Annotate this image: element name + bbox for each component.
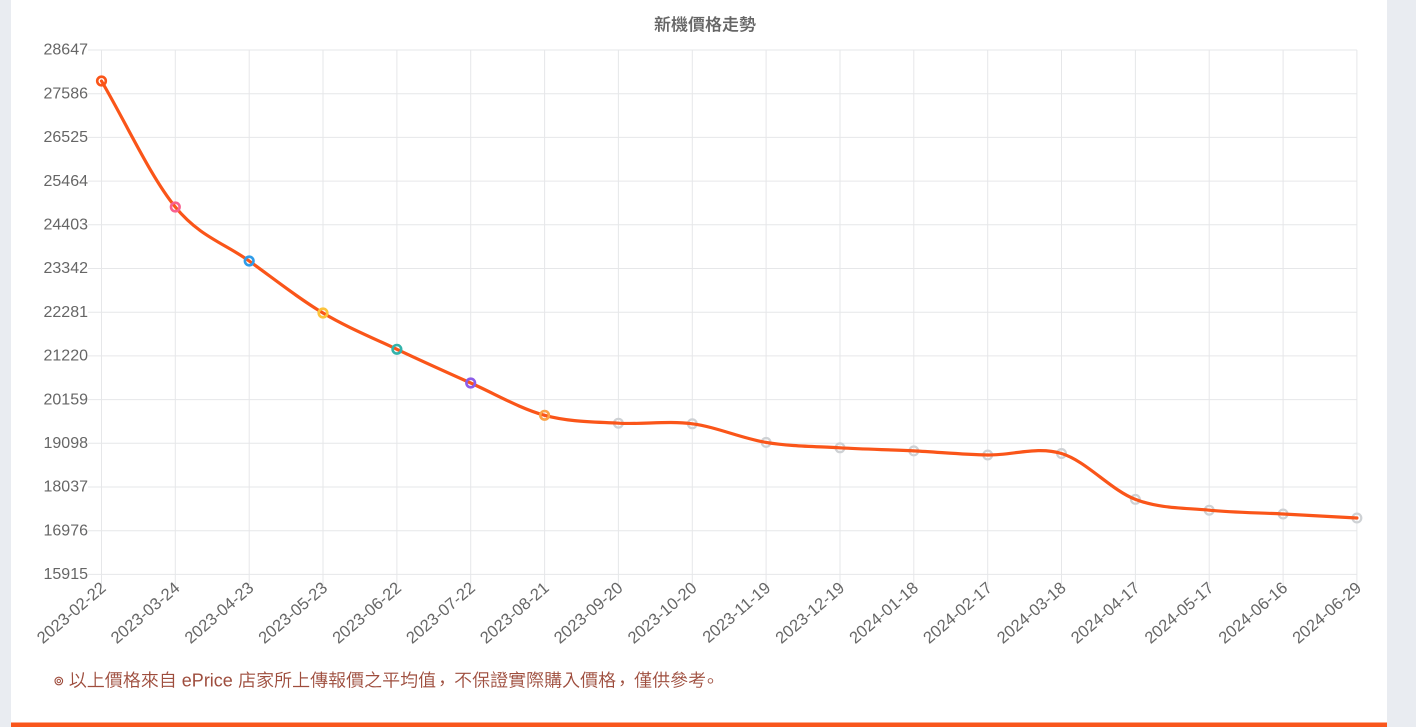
svg-text:23342: 23342 [44,260,89,277]
svg-text:27586: 27586 [44,85,89,102]
svg-text:21220: 21220 [44,348,89,365]
svg-text:20159: 20159 [44,391,89,408]
svg-text:25464: 25464 [44,173,89,190]
svg-text:18037: 18037 [44,479,89,496]
svg-text:19098: 19098 [44,435,89,452]
svg-text:22281: 22281 [44,304,89,321]
svg-text:28647: 28647 [44,42,89,59]
svg-text:ePrice: ePrice [182,671,233,691]
svg-text:15915: 15915 [44,566,89,583]
svg-text:26525: 26525 [44,129,89,146]
svg-text:24403: 24403 [44,217,89,234]
svg-text:16976: 16976 [44,522,89,539]
